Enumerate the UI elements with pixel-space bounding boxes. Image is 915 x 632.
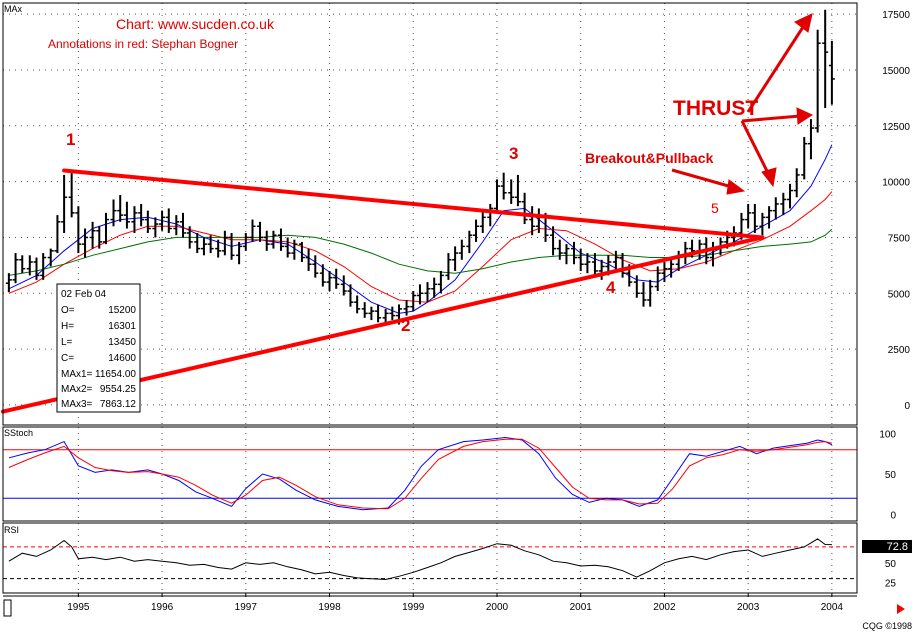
stoch-line xyxy=(8,438,833,510)
breakout-label: Breakout&Pullback xyxy=(585,150,714,166)
indicator-layer xyxy=(8,436,833,581)
info-close-value: 14600 xyxy=(108,353,136,364)
x-tick-label: 1996 xyxy=(151,602,174,613)
info-low-value: 13450 xyxy=(108,337,136,348)
thrust-arrow-up-head xyxy=(794,13,813,33)
y-tick-label: 12500 xyxy=(882,122,910,133)
label-5: 5 xyxy=(711,200,719,216)
info-max3-value: 7863.12 xyxy=(100,399,137,410)
x-tick-label: 2001 xyxy=(570,602,593,613)
stoch-panel-title: SStoch xyxy=(4,428,33,438)
rsi-value-badge xyxy=(862,540,912,553)
footer-copyright: CQG ©1998 xyxy=(862,621,912,631)
info-open-label: O= xyxy=(61,305,75,316)
main-panel-frame xyxy=(2,2,858,426)
info-low-label: L= xyxy=(61,337,73,348)
rsi-y-tick-label: 25 xyxy=(885,579,897,590)
info-max2-label: MAx2= xyxy=(61,384,93,395)
rsi-line xyxy=(8,538,832,581)
info-high-value: 16301 xyxy=(108,321,136,332)
y-tick-label: 17500 xyxy=(882,10,910,21)
x-tick-label: 1997 xyxy=(235,602,258,613)
main-panel-title: MAx xyxy=(4,4,23,14)
info-max3-label: MAx3= xyxy=(61,399,93,410)
breakout-arrow-head xyxy=(726,179,746,195)
rsi-panel-title: RSI xyxy=(4,525,19,535)
y-tick-label: 5000 xyxy=(888,289,911,300)
rsi-value-text: 72.8 xyxy=(887,541,908,553)
info-max1-label: MAx1= xyxy=(61,369,93,380)
source-annotation: Chart: www.sucden.co.uk xyxy=(116,16,275,32)
trendline-1 xyxy=(62,168,765,240)
label-4: 4 xyxy=(606,278,616,297)
y-tick-label: 10000 xyxy=(882,178,910,189)
info-box-frame xyxy=(56,283,141,413)
x-tick-label: 2003 xyxy=(737,602,760,613)
stoch-y-tick-label: 100 xyxy=(879,429,896,440)
y-tick-label: 15000 xyxy=(882,66,910,77)
x-tick-label: 2004 xyxy=(821,602,844,613)
info-max2-value: 9554.25 xyxy=(100,384,137,395)
frame-layer xyxy=(2,2,858,597)
label-2: 2 xyxy=(401,316,410,335)
info-box: 02 Feb 04 O= 15200 H= 16301 L= 13450 C= … xyxy=(56,283,141,413)
stoch-y-tick-label: 0 xyxy=(890,511,896,522)
info-open-value: 15200 xyxy=(108,305,136,316)
x-tick-label: 1999 xyxy=(402,602,425,613)
thrust-arrow-up xyxy=(746,23,807,113)
tick-label-layer: 1995 1996 1997 1998 1999 2000 2001 2002 2003 2004… xyxy=(67,10,910,613)
credit-annotation: Annotations in red: Stephan Bogner xyxy=(48,37,238,51)
thrust-arrow-right-head xyxy=(796,107,814,125)
info-max1-value: 11654.00 xyxy=(95,369,136,380)
thrust-arrow-right xyxy=(741,114,801,123)
x-tick-label: 1995 xyxy=(67,602,90,613)
thrust-label: THRUST xyxy=(673,97,758,120)
annotation-arrows xyxy=(671,13,814,195)
scroll-right-arrow-icon[interactable] xyxy=(897,604,905,614)
label-1: 1 xyxy=(66,130,75,149)
info-date: 02 Feb 04 xyxy=(61,289,106,300)
y-tick-label: 2500 xyxy=(888,345,911,356)
stoch-line xyxy=(8,436,833,511)
label-3: 3 xyxy=(509,144,518,163)
stoch-y-tick-label: 50 xyxy=(885,470,897,481)
thrust-arrow-down-head xyxy=(761,167,777,188)
info-close-label: C= xyxy=(61,353,74,364)
ma-line-max2 xyxy=(8,191,833,303)
x-tick-label: 1998 xyxy=(318,602,341,613)
scroll-thumb[interactable] xyxy=(3,599,12,617)
y-tick-label: 7500 xyxy=(888,233,911,244)
info-high-label: H= xyxy=(61,321,74,332)
breakout-arrow xyxy=(671,168,733,189)
thrust-arrow-down xyxy=(740,120,771,176)
stoch-panel-frame xyxy=(2,426,858,522)
rsi-panel-frame xyxy=(2,522,858,594)
x-tick-label: 2000 xyxy=(486,602,509,613)
rsi-y-tick-label: 50 xyxy=(885,559,897,570)
x-tick-label: 2002 xyxy=(653,602,676,613)
price-bars-layer xyxy=(5,9,835,325)
y-tick-label: 0 xyxy=(904,401,910,412)
